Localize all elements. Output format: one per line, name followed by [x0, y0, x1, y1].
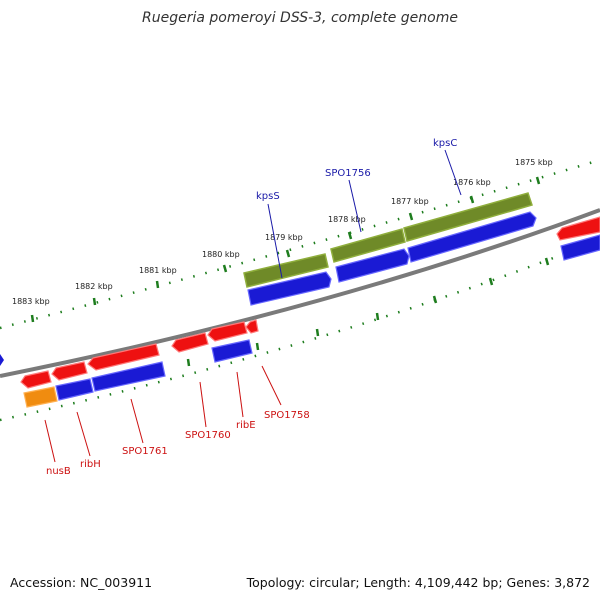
outer-ruler-tick — [155, 280, 160, 289]
gene-label-SPO1760[interactable]: SPO1760 — [185, 430, 231, 441]
cds-forward[interactable] — [87, 343, 160, 371]
gene-label-ribE[interactable]: ribE — [236, 420, 256, 431]
inner-ruler-tick — [186, 358, 191, 367]
genome-stats-label: Topology: circular; Length: 4,109,442 bp… — [246, 575, 590, 590]
label-leader — [76, 411, 91, 457]
genome-backbone — [0, 208, 600, 378]
outer-ruler-tick — [285, 249, 291, 258]
cds-reverse[interactable] — [211, 339, 253, 363]
label-leader — [199, 381, 207, 428]
outer-ruler-tick — [347, 231, 353, 240]
inner-ruler-tick — [255, 342, 260, 351]
cds-reverse[interactable] — [407, 211, 537, 263]
genome-map-title: Ruegeria pomeroyi DSS-3, complete genome — [142, 10, 458, 26]
inner-ruler-tick — [315, 328, 320, 337]
cds-reverse[interactable] — [247, 271, 332, 306]
ruler-label: 1875 kbp — [515, 158, 553, 167]
label-leader — [267, 203, 283, 279]
ruler-label: 1880 kbp — [202, 250, 240, 259]
cds-forward-SPO1758[interactable] — [245, 319, 259, 334]
cds-forward-SPO1760[interactable] — [171, 332, 209, 353]
cds-special-nusB[interactable] — [23, 386, 58, 408]
outer-ruler-dots — [0, 158, 600, 330]
outer-ruler-tick — [408, 212, 414, 221]
label-leader — [130, 398, 144, 444]
cds-forward[interactable] — [51, 361, 88, 381]
ruler-label: 1882 kbp — [75, 282, 113, 291]
ruler-label: 1878 kbp — [328, 215, 366, 224]
gene-label-kpsC[interactable]: kpsC — [433, 138, 457, 149]
cds-reverse-SPO1761[interactable] — [91, 361, 166, 392]
gene-label-SPO1758[interactable]: SPO1758 — [264, 410, 310, 421]
outer-ruler-tick — [535, 176, 541, 185]
label-leader — [348, 179, 362, 233]
cds-reverse-ribH[interactable] — [55, 378, 94, 401]
label-leader — [444, 149, 462, 196]
accession-label: Accession: NC_003911 — [10, 575, 153, 590]
outer-ruler-tick — [469, 195, 475, 204]
inner-ruler-tick — [488, 277, 494, 286]
inner-ruler-tick — [375, 312, 380, 321]
ruler-label: 1876 kbp — [453, 178, 491, 187]
gene-label-SPO1756[interactable]: SPO1756 — [325, 168, 371, 179]
ruler-label: 1883 kbp — [12, 297, 50, 306]
label-leader — [261, 365, 282, 406]
outer-ruler-tick — [222, 264, 228, 273]
gene-label-nusB[interactable]: nusB — [46, 466, 71, 477]
cds-forward[interactable] — [20, 370, 52, 389]
ruler-label: 1877 kbp — [391, 197, 429, 206]
inner-ruler-tick — [432, 295, 438, 304]
label-leader — [44, 419, 56, 463]
gene-feature-kpsC[interactable] — [403, 192, 533, 242]
gene-label-kpsS[interactable]: kpsS — [256, 191, 280, 202]
gene-label-ribH[interactable]: ribH — [80, 459, 101, 470]
gene-label-SPO1761[interactable]: SPO1761 — [122, 446, 168, 457]
cds-reverse-partial[interactable] — [0, 354, 4, 366]
cds-forward-ribE[interactable] — [207, 321, 248, 342]
ruler-label: 1879 kbp — [265, 233, 303, 242]
gene-feature-SPO1756[interactable] — [330, 228, 406, 263]
inner-ruler-tick — [544, 257, 550, 266]
ruler-label: 1881 kbp — [139, 266, 177, 275]
cds-forward[interactable] — [556, 216, 600, 241]
cds-reverse[interactable] — [560, 234, 600, 261]
gene-feature-kpsS[interactable] — [243, 253, 329, 288]
outer-ruler-tick — [30, 314, 35, 323]
cds-reverse[interactable] — [335, 248, 410, 283]
label-leader — [236, 371, 244, 418]
outer-ruler-tick — [92, 297, 97, 306]
